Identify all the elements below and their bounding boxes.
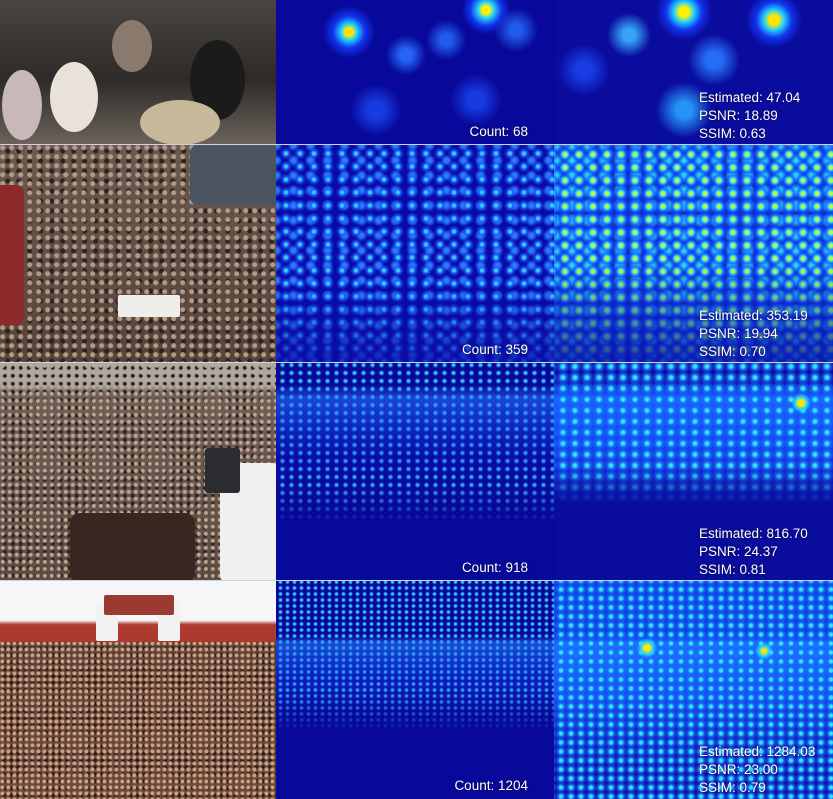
estimated-count-label: Estimated: 816.70	[699, 526, 808, 541]
estimated-density-map-2: Estimated: 353.19 PSNR: 19.94 SSIM: 0.70	[554, 145, 833, 363]
ssim-label: SSIM: 0.70	[699, 344, 766, 359]
row-divider	[0, 362, 833, 363]
crowd-photo-2	[0, 145, 276, 363]
ground-truth-density-map-2: Count: 359	[276, 145, 554, 363]
estimated-density-map-3: Estimated: 816.70 PSNR: 24.37 SSIM: 0.81	[554, 363, 833, 581]
psnr-label: PSNR: 23.00	[699, 762, 778, 777]
estimated-count-label: Estimated: 1284.03	[699, 744, 816, 759]
ssim-label: SSIM: 0.63	[699, 126, 766, 141]
psnr-label: PSNR: 18.89	[699, 108, 778, 123]
estimation-stats-2: Estimated: 353.19 PSNR: 19.94 SSIM: 0.70	[699, 307, 808, 361]
ground-truth-count-label: Count: 68	[469, 124, 528, 139]
ground-truth-count-label: Count: 1204	[454, 778, 528, 793]
estimation-stats-1: Estimated: 47.04 PSNR: 18.89 SSIM: 0.63	[699, 89, 800, 143]
crowd-photo-1	[0, 0, 276, 145]
ground-truth-count-label: Count: 918	[461, 560, 528, 575]
crowd-photo-4	[0, 581, 276, 799]
estimated-density-map-4: Estimated: 1284.03 PSNR: 23.00 SSIM: 0.7…	[554, 581, 833, 799]
ssim-label: SSIM: 0.79	[699, 780, 766, 795]
row-divider	[0, 144, 833, 145]
crowd-photo-3	[0, 363, 276, 581]
ground-truth-count-label: Count: 359	[461, 342, 528, 357]
row-divider	[0, 580, 833, 581]
psnr-label: PSNR: 19.94	[699, 326, 778, 341]
ssim-label: SSIM: 0.81	[699, 562, 766, 577]
estimated-density-map-1: Estimated: 47.04 PSNR: 18.89 SSIM: 0.63	[554, 0, 833, 145]
estimation-stats-3: Estimated: 816.70 PSNR: 24.37 SSIM: 0.81	[699, 525, 808, 579]
psnr-label: PSNR: 24.37	[699, 544, 778, 559]
estimated-count-label: Estimated: 47.04	[699, 90, 801, 105]
ground-truth-density-map-3: Count: 918	[276, 363, 554, 581]
estimation-stats-4: Estimated: 1284.03 PSNR: 23.00 SSIM: 0.7…	[699, 743, 815, 797]
ground-truth-density-map-4: Count: 1204	[276, 581, 554, 799]
estimated-count-label: Estimated: 353.19	[699, 308, 808, 323]
ground-truth-density-map-1: Count: 68	[276, 0, 554, 145]
